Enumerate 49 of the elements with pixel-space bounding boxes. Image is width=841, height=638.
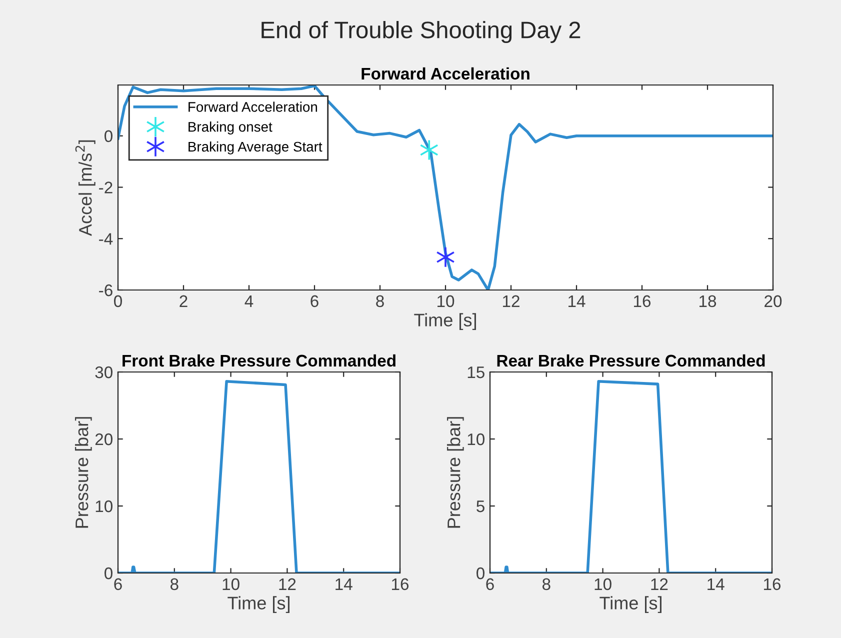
x-tick-label: 16 [764, 578, 781, 590]
y-tick-label: 5 [476, 500, 484, 512]
y-axis-title: Pressure [bar] [446, 417, 464, 528]
x-tick-label: 14 [568, 295, 586, 307]
x-tick-label: 20 [764, 295, 782, 308]
x-tick-label: 6 [486, 578, 494, 590]
x-tick-label: 10 [438, 295, 454, 308]
y-tick-label: 30 [95, 366, 112, 378]
x-tick-label: 2 [180, 295, 188, 307]
x-tick-label: 8 [170, 578, 178, 590]
y-tick-label: 0 [476, 567, 484, 580]
x-tick-label: 14 [708, 578, 724, 590]
legend-label: Forward Acceleration [188, 102, 318, 112]
x-tick-label: 4 [244, 295, 254, 307]
x-tick-label: 6 [114, 578, 122, 590]
x-tick-label: 10 [222, 578, 240, 590]
chart-title: Rear Brake Pressure Commanded [497, 354, 765, 367]
y-tick-label: -4 [99, 233, 113, 245]
y-tick-label: -2 [99, 182, 112, 194]
y-tick-label: 10 [468, 433, 484, 446]
x-tick-label: 8 [542, 578, 550, 590]
x-axis-title: Time [s] [600, 596, 662, 614]
x-tick-label: 16 [634, 295, 651, 308]
x-tick-label: 6 [310, 295, 318, 308]
y-axis-title: Pressure [bar] [74, 417, 92, 528]
x-tick-label: 16 [392, 578, 409, 590]
x-tick-label: 8 [376, 295, 384, 308]
x-tick-label: 12 [651, 578, 668, 590]
x-tick-label: 10 [594, 578, 612, 590]
text: End of Trouble Shooting Day 2 [262, 20, 580, 44]
x-tick-label: 18 [700, 295, 716, 308]
x-tick-label: 14 [336, 578, 352, 590]
legend-label: Braking onset [188, 122, 272, 135]
y-tick-label: 15 [468, 366, 484, 378]
legend-label: Braking Average Start [188, 141, 322, 154]
x-tick-label: 0 [114, 295, 122, 308]
y-tick-label: 0 [104, 567, 112, 580]
x-axis-title: Time [s] [414, 313, 476, 330]
chart-title: Forward Acceleration [362, 67, 530, 80]
chart-title: Front Brake Pressure Commanded [122, 354, 396, 367]
y-axis-title: Accel [m/s$^{2}$] [75, 140, 96, 236]
y-tick-label: 0 [104, 130, 112, 142]
x-axis-title: Time [s] [228, 596, 290, 614]
x-tick-label: 12 [503, 295, 520, 307]
x-tick-label: 12 [279, 578, 296, 590]
y-tick-label: 10 [96, 500, 112, 512]
y-tick-label: -6 [99, 284, 112, 296]
line-series [118, 85, 773, 290]
y-tick-label: 20 [95, 433, 112, 446]
